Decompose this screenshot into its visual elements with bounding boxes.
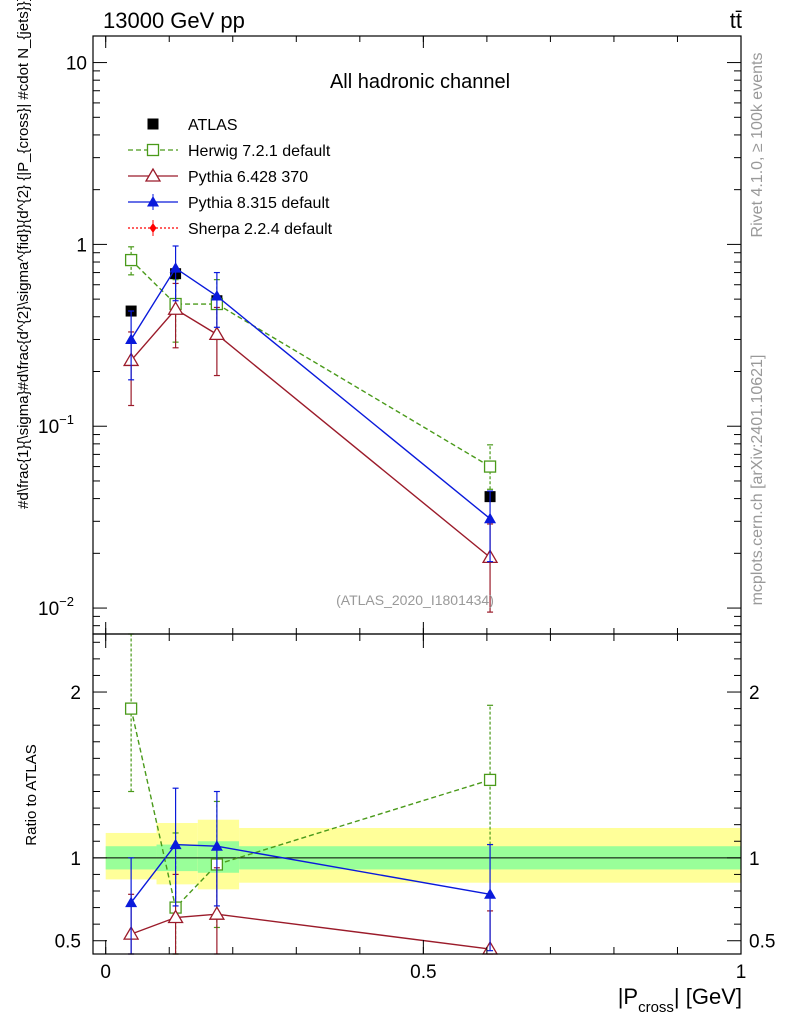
ratio-point xyxy=(125,896,138,908)
main-series-group xyxy=(122,245,499,613)
x-tick-label: 1 xyxy=(736,962,747,983)
main-ylabel: #d\frac{1}{\sigma}#d\frac{d^{2}\sigma^{f… xyxy=(15,0,32,509)
ratio-y-tick-label-right: 1 xyxy=(749,849,760,870)
series-pythia-6-428-370 xyxy=(122,282,499,613)
ratio-line xyxy=(130,913,491,950)
legend-marker xyxy=(146,143,160,157)
main-axis-ticks: 10−2 10−1 1 10 xyxy=(38,36,742,634)
y-tick-label: 10−2 xyxy=(38,594,74,620)
data-point xyxy=(208,326,226,341)
series-line xyxy=(130,267,491,520)
legend-label: Pythia 6.428 370 xyxy=(188,169,308,186)
ratio-series-group xyxy=(122,633,499,955)
ratio-frame xyxy=(92,633,742,955)
legend-entry-pythia-6-428-370: Pythia 6.428 370 xyxy=(128,167,308,186)
ratio-point xyxy=(208,905,226,920)
x-tick-label: 0 xyxy=(100,962,111,983)
legend-entry-herwig-7-2-1-default: Herwig 7.2.1 default xyxy=(128,143,331,160)
legend-entry-pythia-8-315-default: Pythia 8.315 default xyxy=(128,194,330,212)
ratio-line xyxy=(130,843,491,904)
analysis-id: (ATLAS_2020_I1801434) xyxy=(336,592,494,608)
ratio-panel: 0.5 0.51 12 20 0.5 1 Ratio to ATLAS |Pcross| … xyxy=(23,633,775,1016)
energy-label: 13000 GeV pp xyxy=(103,8,245,33)
ratio-y-tick-label-right: 0.5 xyxy=(749,932,775,953)
xlabel-base: |P xyxy=(618,984,638,1009)
ratio-xlabel: |Pcross| [GeV] xyxy=(618,984,742,1016)
ratio-bands xyxy=(105,819,741,890)
legend-marker xyxy=(149,223,157,233)
rivet-version-label: Rivet 4.1.0, ≥ 100k events xyxy=(749,53,766,238)
x-tick-label: 0.5 xyxy=(410,962,436,983)
data-point xyxy=(483,460,497,473)
data-point xyxy=(124,253,138,267)
legend-entry-sherpa-2-2-4-default: Sherpa 2.2.4 default xyxy=(128,220,333,238)
data-point xyxy=(125,333,138,344)
ratio-y-tick-label: 0.5 xyxy=(55,932,81,953)
y-tick-label: 10−1 xyxy=(38,412,74,438)
legend-marker xyxy=(144,167,162,182)
data-point xyxy=(484,512,497,524)
legend-marker xyxy=(147,196,159,207)
xlabel-sub: cross xyxy=(638,999,674,1016)
series-pythia-8-315-default xyxy=(125,245,497,563)
mcplots-label: mcplots.cern.ch [arXiv:2401.10621] xyxy=(749,355,766,606)
ratio-point xyxy=(483,773,497,787)
legend-marker xyxy=(147,118,159,130)
legend-label: Pythia 8.315 default xyxy=(188,195,330,212)
ratio-point xyxy=(167,909,184,924)
legend-label: ATLAS xyxy=(188,117,238,134)
ratio-ylabel: Ratio to ATLAS xyxy=(23,744,40,845)
legend-label: Sherpa 2.2.4 default xyxy=(188,221,333,238)
chart-title: All hadronic channel xyxy=(330,71,510,93)
legend: ATLAS Herwig 7.2.1 default Pythia 6.428 37… xyxy=(128,117,333,238)
data-point xyxy=(167,300,184,315)
series-line xyxy=(130,259,491,468)
ratio-line xyxy=(130,708,491,910)
data-point xyxy=(169,262,182,273)
ratio-y-tick-label: 2 xyxy=(70,683,81,704)
xlabel-tail: | [GeV] xyxy=(674,984,742,1009)
ratio-point xyxy=(210,840,223,851)
ratio-series-pythia-8-315-default xyxy=(125,787,497,955)
series-line xyxy=(130,308,491,558)
ratio-axis-ticks: 0.5 0.51 12 20 0.5 1 xyxy=(55,634,775,983)
ratio-y-tick-label: 1 xyxy=(70,849,81,870)
ratio-point xyxy=(124,702,138,715)
ratio-point xyxy=(169,838,182,850)
process-label: tt̄ xyxy=(730,8,742,33)
data-point xyxy=(210,290,223,301)
ratio-point xyxy=(484,888,497,899)
main-panel: 10−2 10−1 1 10 All hadronic channel (ATLAS_… xyxy=(15,0,742,635)
legend-label: Herwig 7.2.1 default xyxy=(188,143,331,160)
y-tick-label: 10 xyxy=(66,54,87,75)
ratio-y-tick-label-right: 2 xyxy=(749,683,760,704)
y-tick-label: 1 xyxy=(76,235,87,256)
ratio-series-herwig-7-2-1-default xyxy=(124,633,497,955)
series-herwig-7-2-1-default xyxy=(124,246,497,490)
legend-entry-atlas: ATLAS xyxy=(147,117,238,134)
